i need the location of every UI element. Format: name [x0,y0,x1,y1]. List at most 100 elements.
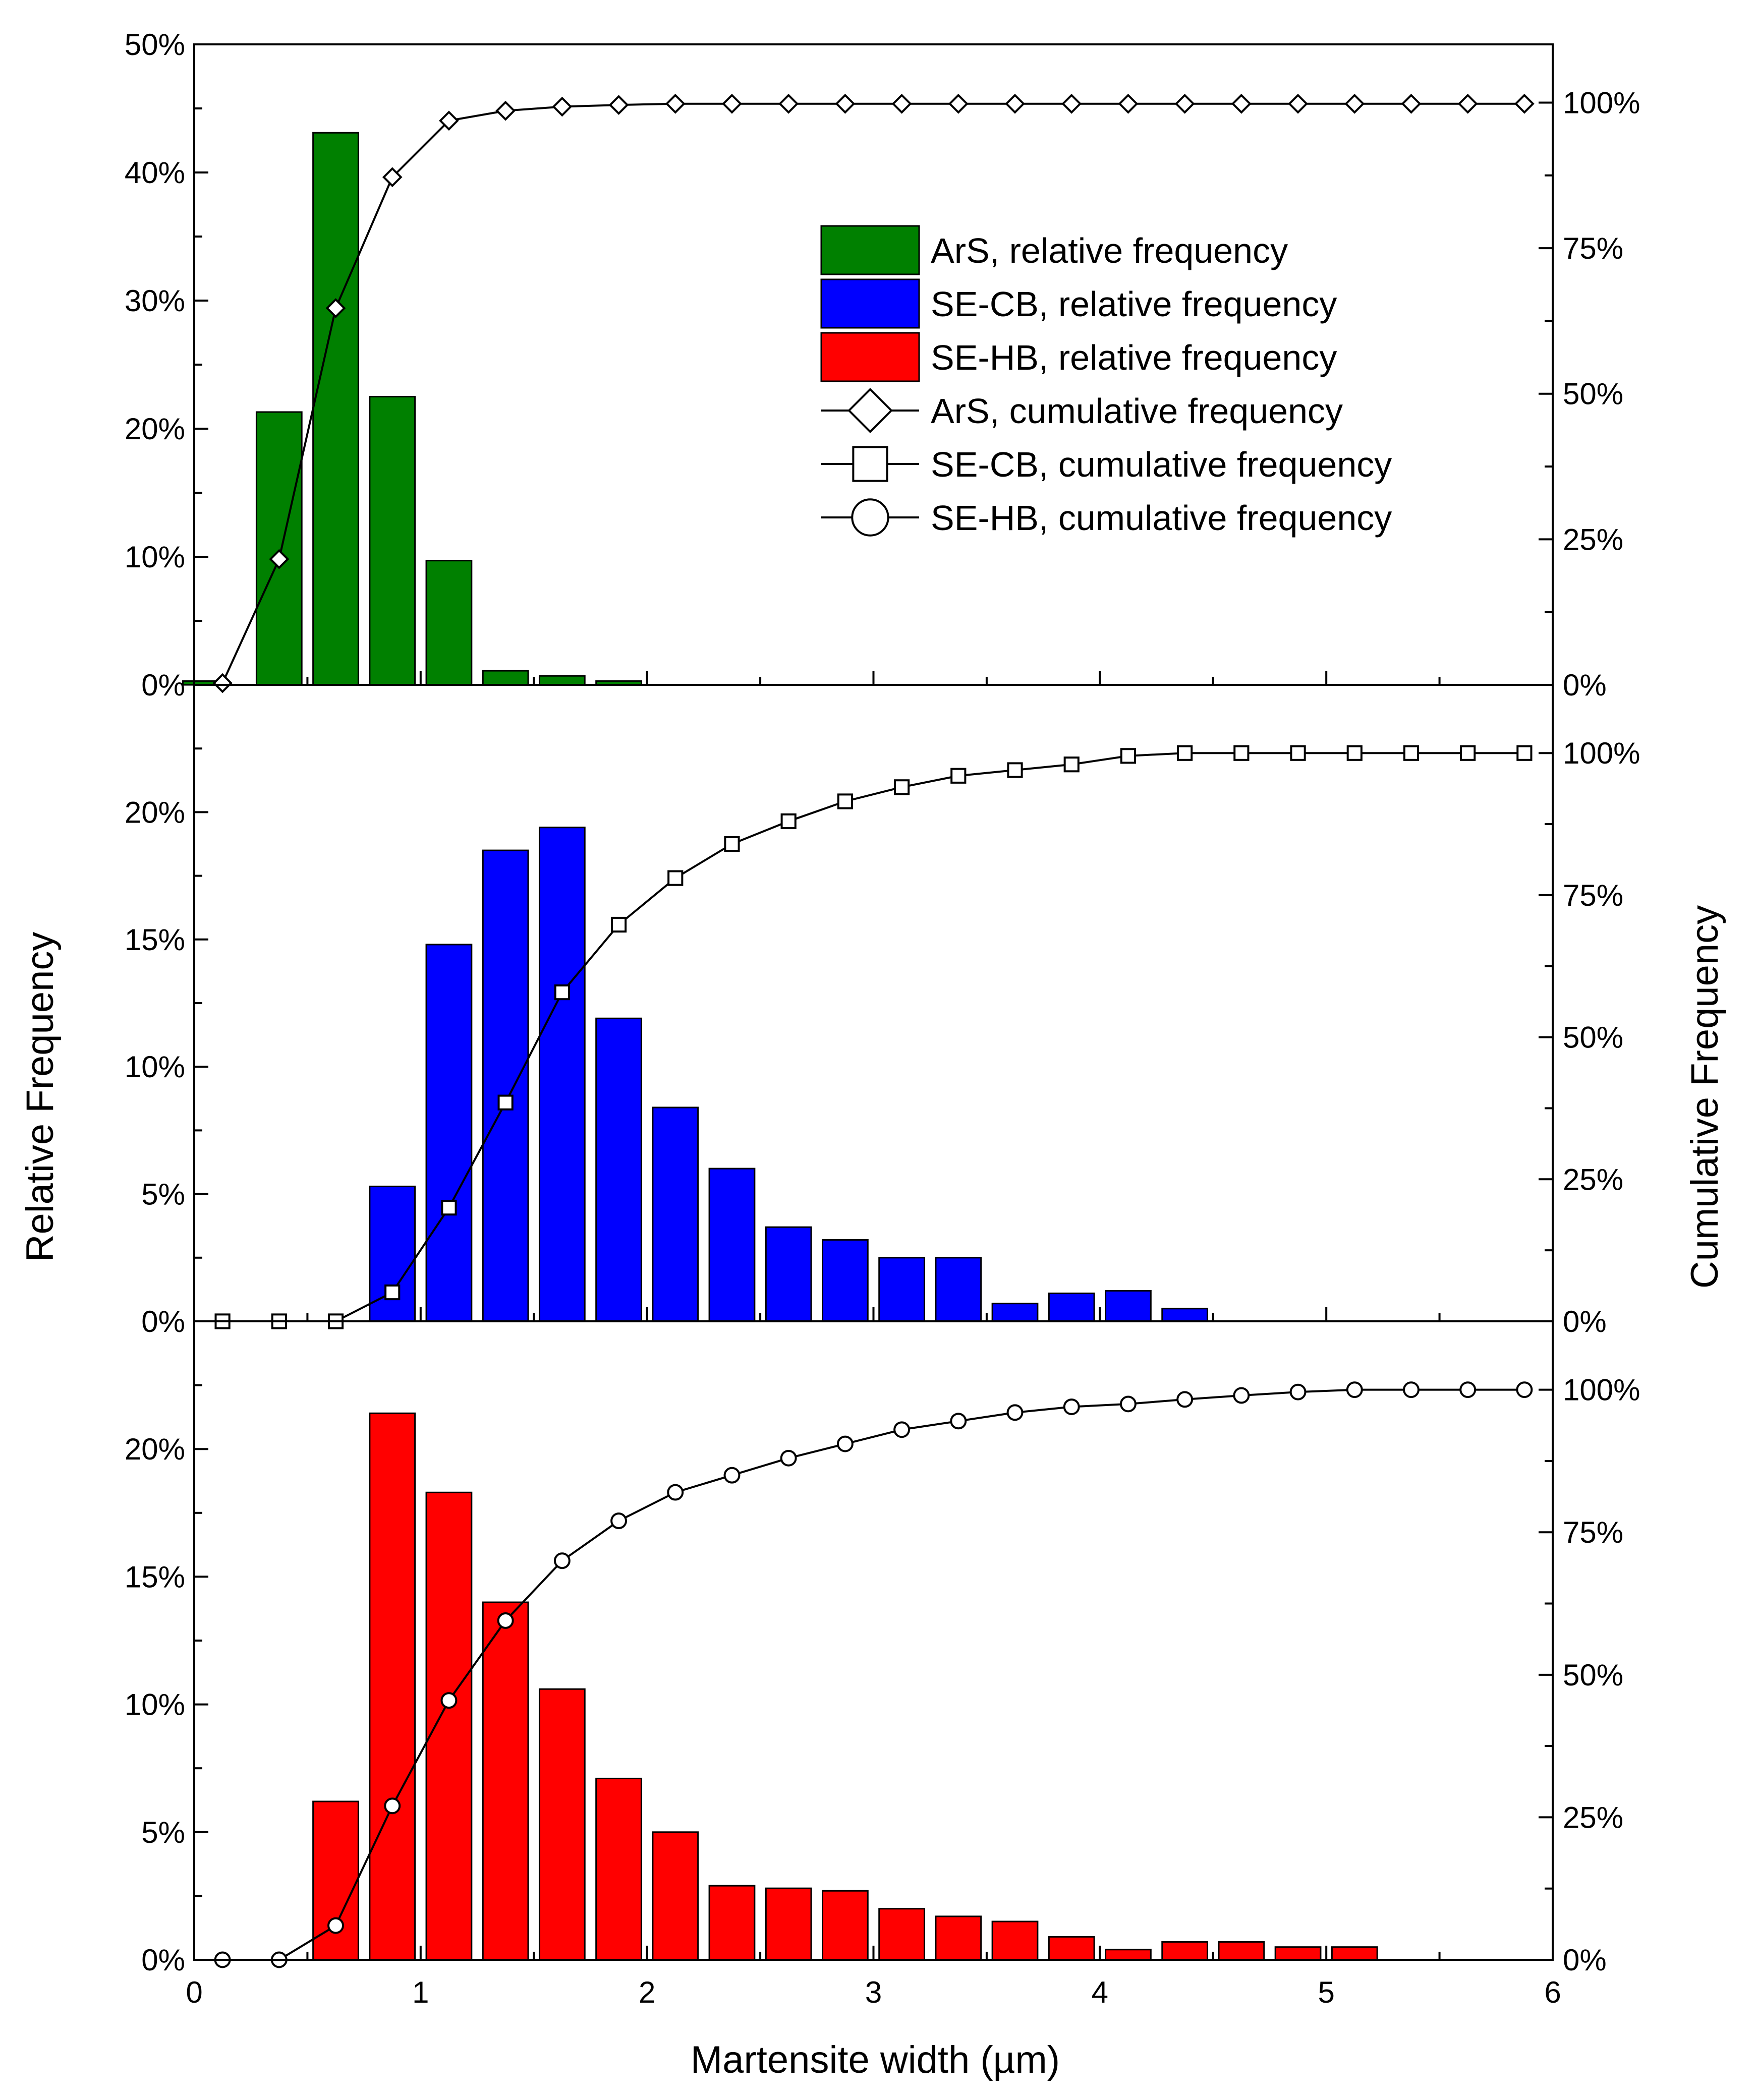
y-tick-label-right: 0% [1563,668,1607,702]
y-tick-label-right: 100% [1563,1373,1640,1407]
legend-circle-icon [851,498,889,537]
cumulative-point [325,298,346,318]
bar [1048,1292,1095,1322]
cumulative-point [1344,93,1365,114]
y-tick-label-left: 15% [125,1560,185,1594]
cumulative-point [1289,1383,1307,1401]
cumulative-se-hb [214,1381,1533,1968]
legend-label: ArS, cumulative frequency [931,391,1343,431]
cumulative-point [497,1612,514,1629]
cumulative-point [552,96,573,117]
bar [1274,1946,1322,1961]
cumulative-point [723,1467,741,1484]
legend-swatch [820,278,920,329]
bar [991,1303,1039,1322]
cumulative-point [608,95,629,115]
cumulative-point [1346,745,1363,761]
y-tick-label-right: 0% [1563,1305,1607,1338]
cumulative-point [495,100,516,121]
legend-item: SE-HB, cumulative frequency [821,498,1392,538]
x-tick-label: 1 [412,1975,429,2009]
bar [935,1257,982,1322]
panel-se-hb: 0% 5% 10% 15% 20% 0% 25% 50% 75% 100% 0 1 2 3 4 5 6 [125,1320,1640,2009]
y-tick-label-left: 50% [125,28,185,62]
cumulative-point [1063,1398,1080,1416]
y-tick-label-left: 20% [125,1432,185,1466]
cumulative-point [835,93,856,114]
bar [482,1601,529,1961]
x-tick-label: 6 [1544,1975,1561,2009]
cumulative-point [1516,1381,1533,1398]
y-tick-label-right: 50% [1563,377,1623,411]
bar [538,1688,586,1961]
cumulative-point [497,1094,514,1111]
y-tick-label-left: 5% [141,1816,185,1849]
bar [538,827,586,1322]
bar [369,396,416,686]
y-tick-label-right: 25% [1563,1800,1623,1834]
y-tick-label-right: 75% [1563,879,1623,912]
bar [822,1239,869,1322]
bar [595,1017,642,1322]
cumulative-point [610,916,627,933]
cumulative-ars [212,93,1535,693]
y-tick-label-left: 0% [141,1305,185,1338]
cumulative-point [1231,93,1252,114]
cumulative-point [441,1200,457,1216]
cumulative-point [212,673,233,693]
y-tick-label-right: 75% [1563,1515,1623,1549]
legend-item: ArS, relative frequency [820,225,1288,275]
cumulative-point [1063,756,1080,773]
cumulative-point [1457,93,1478,114]
panels: 0%10%20%30%40%50%0%25%50%75%100%0%5%10%1… [125,28,1640,2009]
bar [935,1915,982,1961]
legend-swatch [820,225,920,275]
bar [822,1890,869,1961]
y-tick-label-left: 10% [125,1688,185,1722]
bar [482,670,529,686]
cumulative-line [222,1388,1524,1961]
panel-se-cb: 0% 5% 10% 15% 20% 0% 25% 50% 75% 100% [125,684,1640,1338]
y-tick-label-left: 40% [125,156,185,190]
cumulative-point [1514,93,1535,114]
y-tick-label-left: 10% [125,540,185,574]
cumulative-point [1118,93,1139,114]
cumulative-point [722,93,742,114]
y-tick-label-right: 50% [1563,1021,1623,1055]
y-tick-label-left: 0% [141,1943,185,1977]
cumulative-point [1401,93,1422,114]
panel-ars: 0% 10% 20% 30% 40% 50% 0% 25% 50% 75% 100% [125,28,1640,702]
cumulative-point [554,984,570,1001]
bars-se-hb [312,1412,1378,1961]
x-axis-label: Martensite width (µm) [691,2038,1060,2081]
cumulative-point [950,1413,967,1430]
x-tick-label: 3 [865,1975,882,2009]
bar [991,1920,1039,1961]
cumulative-point [1119,1395,1137,1413]
cumulative-point [439,110,459,131]
cumulative-point [724,836,740,852]
cumulative-point [1233,1387,1250,1404]
cumulative-point [1288,93,1308,114]
cumulative-point [384,1797,401,1815]
cumulative-point [1005,93,1025,114]
cumulative-point [1403,745,1420,761]
cumulative-point [1061,93,1082,114]
bar [1161,1941,1209,1961]
bar [369,1412,416,1961]
bar [1105,1290,1152,1322]
y-tick-label-right: 25% [1563,1162,1623,1196]
x-tick-label: 5 [1318,1975,1334,2009]
cumulative-point [440,1692,458,1709]
bars-ars [182,132,642,686]
cumulative-point [836,1435,854,1452]
x-tick-label: 2 [639,1975,655,2009]
bar [878,1908,925,1961]
legend: ArS, relative frequency SE-CB, relative f… [820,225,1392,538]
cumulative-point [893,1421,911,1438]
y-tick-label-left: 30% [125,284,185,318]
bar [255,411,303,686]
x-tick-label: 4 [1092,1975,1108,2009]
cumulative-point [610,1512,628,1530]
cumulative-point [553,1552,571,1569]
